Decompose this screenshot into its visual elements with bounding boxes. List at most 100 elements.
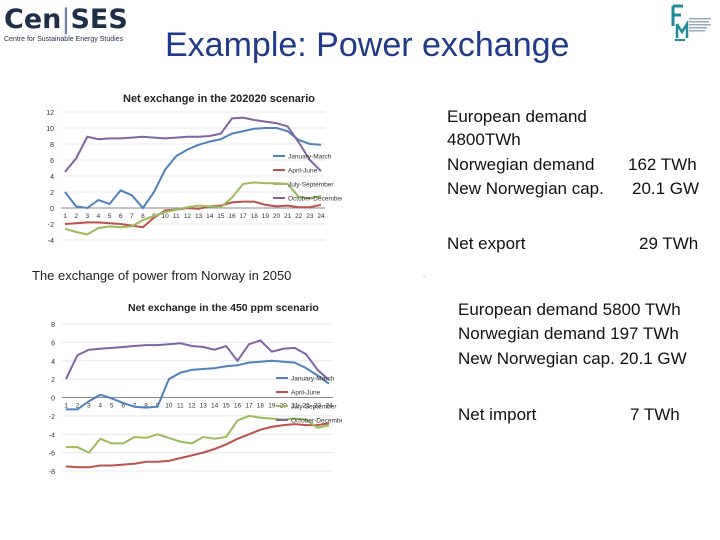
series-line-october-december xyxy=(65,339,330,381)
x-tick-label: 1 xyxy=(63,213,67,220)
chart-title: Net exchange in the 202020 scenario xyxy=(123,93,315,105)
y-tick-label: 2 xyxy=(51,377,55,384)
y-tick-label: 4 xyxy=(50,174,54,181)
s1-norwegian-demand-value: 162 TWh xyxy=(628,155,697,174)
y-tick-label: 6 xyxy=(51,340,55,347)
x-tick-label: 20 xyxy=(273,213,281,220)
series-line-april-june xyxy=(65,422,330,469)
s2-net-import-value: 7 TWh xyxy=(630,405,680,424)
series-line-january-march xyxy=(64,127,322,210)
x-tick-label: 12 xyxy=(184,213,192,220)
x-tick-label: 2 xyxy=(74,213,78,220)
legend-label: July-September xyxy=(291,404,337,411)
x-tick-label: 5 xyxy=(110,403,114,410)
s1-new-cap-value: 20.1 GW xyxy=(632,179,700,198)
y-tick-label: 4 xyxy=(51,359,55,366)
s1-european-demand-value: 4800TWh xyxy=(447,130,521,149)
x-tick-label: 5 xyxy=(108,213,112,220)
x-tick-label: 4 xyxy=(98,403,102,410)
x-tick-label: 13 xyxy=(200,403,208,410)
x-tick-label: 3 xyxy=(85,213,89,220)
legend-label: January-March xyxy=(288,154,332,161)
x-tick-label: 21 xyxy=(284,213,292,220)
x-tick-label: 16 xyxy=(234,403,242,410)
y-tick-label: -8 xyxy=(49,469,55,476)
x-tick-label: 14 xyxy=(206,213,214,220)
y-tick-label: 12 xyxy=(46,110,54,117)
fme-logo-mark xyxy=(671,4,711,41)
x-tick-label: 24 xyxy=(325,403,333,410)
legend-label: October-December xyxy=(288,196,342,203)
s1-net-export-value: 29 TWh xyxy=(639,234,699,253)
x-tick-label: 24 xyxy=(317,213,325,220)
s1-net-export-label: Net export xyxy=(447,234,526,253)
fme-logo xyxy=(669,2,715,42)
x-tick-label: 14 xyxy=(211,403,219,410)
censes-logo-text: Cen|SES xyxy=(4,4,128,35)
x-tick-label: 8 xyxy=(141,213,145,220)
x-tick-label: 2 xyxy=(76,403,80,410)
y-tick-label: 0 xyxy=(50,206,54,213)
x-tick-label: 23 xyxy=(306,213,314,220)
x-tick-label: 6 xyxy=(119,213,123,220)
y-tick-label: 0 xyxy=(51,396,55,403)
x-tick-label: 18 xyxy=(257,403,265,410)
legend-label: January-March xyxy=(291,376,335,383)
legend-label: April-June xyxy=(291,390,321,397)
x-tick-label: 15 xyxy=(222,403,230,410)
x-tick-label: 10 xyxy=(162,213,170,220)
chart-202020-scenario: Net exchange in the 202020 scenario -4 -2 0… xyxy=(37,84,342,252)
x-tick-label: 8 xyxy=(144,403,148,410)
y-tick-label: -4 xyxy=(49,432,55,439)
y-tick-label: -6 xyxy=(49,451,55,458)
y-tick-label: 8 xyxy=(50,142,54,149)
x-tick-label: 13 xyxy=(195,213,203,220)
x-tick-label: 11 xyxy=(173,213,180,220)
x-tick-label: 22 xyxy=(295,213,303,220)
series-line-january-march xyxy=(66,359,330,411)
x-tick-label: 18 xyxy=(251,213,259,220)
series-line-october-december xyxy=(64,116,322,173)
x-tick-label: 7 xyxy=(130,213,134,220)
logo-brand-left: Cen xyxy=(4,4,62,35)
x-tick-label: 12 xyxy=(188,403,196,410)
x-tick-label: 19 xyxy=(268,403,276,410)
censes-logo: Cen|SES Centre for Sustainable Energy St… xyxy=(4,4,154,54)
x-tick-label: 23 xyxy=(314,403,322,410)
legend-label: April-June xyxy=(288,168,318,175)
s1-norwegian-demand-label: Norwegian demand xyxy=(447,155,595,174)
y-tick-label: -2 xyxy=(49,414,55,421)
y-tick-label: -4 xyxy=(48,238,54,245)
x-tick-label: 4 xyxy=(97,213,101,220)
x-tick-label: 6 xyxy=(121,403,125,410)
x-tick-label: 10 xyxy=(165,403,173,410)
series-line-april-june xyxy=(64,200,322,229)
x-tick-label: 15 xyxy=(217,213,225,220)
x-tick-label: 11 xyxy=(177,403,184,410)
x-tick-label: 1 xyxy=(64,403,68,410)
x-tick-label: 17 xyxy=(245,403,253,410)
s2-net-import-label: Net import xyxy=(458,405,537,424)
y-tick-label: -2 xyxy=(48,222,54,229)
y-tick-label: 6 xyxy=(50,158,54,165)
s2-norwegian-demand: Norwegian demand 197 TWh xyxy=(458,324,679,343)
legend-label: October-December xyxy=(291,418,342,425)
y-tick-label: 8 xyxy=(51,322,55,329)
s2-new-cap: New Norwegian cap. 20.1 GW xyxy=(458,349,687,368)
s1-new-cap-label: New Norwegian cap. xyxy=(447,179,604,198)
s2-european-demand: European demand 5800 TWh xyxy=(458,300,681,319)
x-tick-label: 3 xyxy=(87,403,91,410)
s1-european-demand-label: European demand xyxy=(447,107,587,126)
x-tick-label: 17 xyxy=(239,213,247,220)
logo-tagline: Centre for Sustainable Energy Studies xyxy=(4,36,124,43)
legend-label: July-September xyxy=(288,182,334,189)
chart-450ppm-scenario: Net exchange in the 450 ppm scenario -8 -6… xyxy=(44,294,342,484)
chart-caption: The exchange of power from Norway in 205… xyxy=(32,268,292,283)
x-tick-label: 19 xyxy=(262,213,270,220)
chart-title: Net exchange in the 450 ppm scenario xyxy=(128,302,319,314)
y-tick-label: 2 xyxy=(50,190,54,197)
page-title: Example: Power exchange xyxy=(165,26,570,64)
x-tick-label: 21 xyxy=(291,403,299,410)
x-tick-label: 22 xyxy=(303,403,311,410)
logo-brand-right: SES xyxy=(70,4,128,35)
